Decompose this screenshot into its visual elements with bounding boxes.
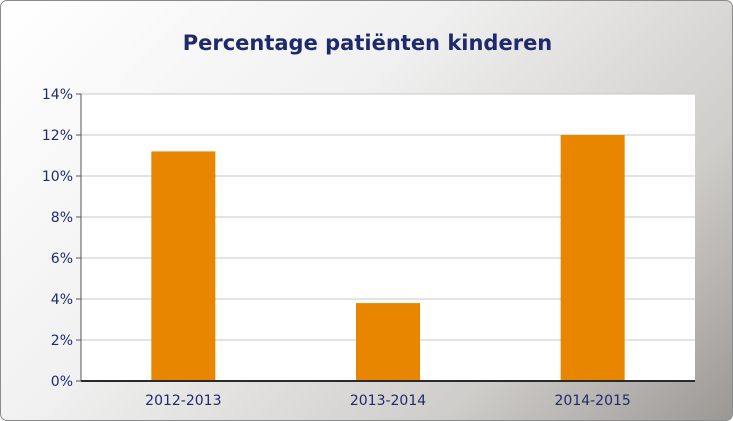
y-tick-label: 0% <box>51 374 73 390</box>
bar <box>560 135 625 381</box>
y-tick-label: 4% <box>51 292 73 308</box>
y-tick-label: 12% <box>42 128 73 144</box>
y-tick-label: 2% <box>51 333 73 349</box>
y-tick-label: 14% <box>42 87 73 103</box>
y-tick-label: 8% <box>51 210 73 226</box>
y-tick-label: 6% <box>51 251 73 267</box>
y-tick-label: 10% <box>42 169 73 185</box>
x-tick-label: 2013-2014 <box>350 393 426 409</box>
bar <box>151 151 216 381</box>
x-tick-label: 2014-2015 <box>555 393 631 409</box>
chart-title: Percentage patiënten kinderen <box>182 31 553 55</box>
bar <box>356 303 420 381</box>
x-tick-label: 2012-2013 <box>145 393 221 409</box>
